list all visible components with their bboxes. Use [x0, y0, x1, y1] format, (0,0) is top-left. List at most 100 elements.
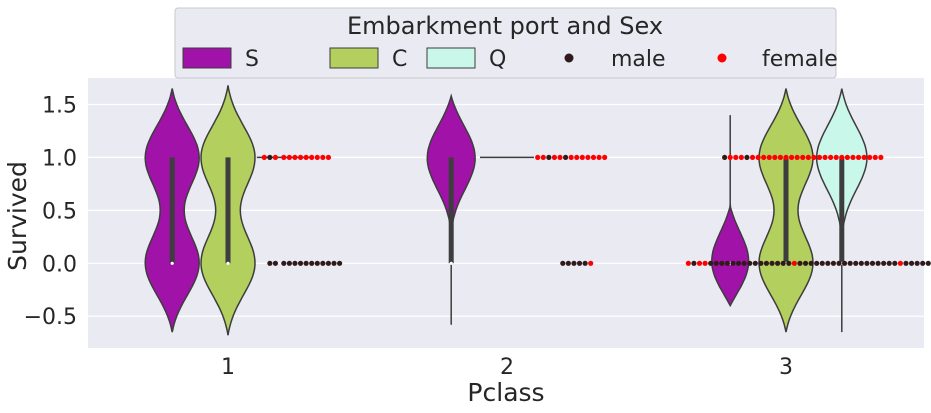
legend-label: female: [762, 47, 838, 72]
swarm-point-female: [897, 260, 903, 266]
violins-layer: [144, 85, 868, 336]
swarm-point-male: [847, 260, 853, 266]
swarm-point-male: [303, 260, 309, 266]
swarm-point-female: [761, 154, 767, 161]
swarm-point-male: [309, 260, 315, 266]
swarm-point-female: [844, 154, 850, 161]
swarm-point-female: [878, 154, 884, 161]
swarm-point-male: [708, 260, 714, 266]
swarm-point-female: [777, 154, 784, 161]
swarm-point-male: [836, 260, 842, 266]
swarm-point-male: [875, 260, 881, 266]
legend-label: C: [392, 47, 407, 72]
swarm-point-female: [585, 154, 591, 161]
swarm-point-male: [267, 260, 273, 266]
swarm-point-male: [864, 260, 870, 266]
swarm-point-female: [828, 154, 834, 161]
swarm-point-male: [858, 260, 864, 266]
swarm-point-male: [722, 154, 728, 161]
swarm-point-female: [872, 154, 878, 161]
swarm-point-male: [281, 260, 287, 266]
swarm-point-female: [800, 154, 806, 161]
swarm-point-female: [309, 154, 315, 161]
swarm-point-female: [766, 154, 772, 161]
swarm-point-female: [596, 154, 602, 161]
swarm-point-male: [744, 154, 750, 161]
swarm-point-female: [816, 154, 823, 161]
swarm-point-male: [775, 260, 781, 266]
swarm-point-male: [925, 260, 931, 266]
swarm-point-male: [331, 260, 337, 266]
swarm-point-male: [841, 260, 848, 266]
violin-pclass3-s: [711, 115, 750, 308]
legend-label: S: [245, 47, 259, 72]
swarm-point-male: [802, 260, 809, 266]
swarm-point-female: [738, 154, 744, 161]
y-tick-label: 1.5: [42, 93, 77, 118]
legend-title: Embarkment port and Sex: [347, 12, 663, 40]
swarm-point-female: [855, 154, 862, 161]
x-tick-label: 2: [500, 355, 514, 380]
swarm-point-female: [590, 154, 597, 161]
swarm-point-female: [320, 154, 326, 161]
swarm-point-female: [702, 260, 708, 266]
legend-label: male: [611, 47, 666, 72]
swarm-point-male: [730, 260, 736, 266]
violin-median: [449, 261, 453, 265]
swarm-point-female: [749, 154, 756, 161]
y-tick-label: 0.0: [42, 252, 77, 277]
swarm-point-male: [267, 154, 273, 161]
swarm-point-female: [867, 154, 873, 161]
swarm-point-female: [839, 154, 845, 161]
swarm-point-female: [696, 260, 703, 266]
swarm-point-male: [272, 260, 279, 266]
swarm-point-male: [914, 260, 920, 266]
swarm-point-male: [830, 260, 837, 266]
swarm-point-female: [588, 260, 594, 266]
y-tick-labels: −0.5 0.0 0.5 1.0 1.5: [24, 93, 77, 330]
violin-median: [170, 261, 174, 265]
swarm-point-male: [292, 260, 298, 266]
swarm-point-male: [881, 260, 887, 266]
x-tick-label: 3: [779, 355, 793, 380]
legend-swatch: [329, 47, 379, 69]
swarm-point-male: [320, 260, 326, 266]
swarm-point-female: [579, 154, 585, 161]
swarm-point-female: [805, 154, 811, 161]
swarm-point-female: [783, 154, 789, 161]
swarm-point-male: [337, 260, 343, 266]
swarm-point-male: [903, 260, 909, 266]
swarm-point-female: [297, 154, 304, 161]
swarm-point-male: [825, 260, 831, 266]
swarm-point-male: [869, 260, 876, 266]
swarm-point-male: [892, 260, 898, 266]
swarm-point-female: [535, 154, 541, 161]
swarm-layer: [261, 154, 931, 266]
swarm-point-male: [582, 260, 588, 266]
swarm-point-male: [786, 260, 792, 266]
y-axis-label: Survived: [3, 161, 32, 271]
swarm-point-male: [560, 260, 566, 266]
swarm-point-female: [568, 154, 574, 161]
swarm-point-male: [286, 260, 292, 266]
y-tick-label: −0.5: [24, 305, 77, 330]
swarm-point-male: [314, 260, 320, 266]
swarm-point-female: [540, 154, 546, 161]
swarm-point-male: [691, 260, 697, 266]
swarm-point-male: [819, 260, 825, 266]
swarm-point-male: [797, 260, 803, 266]
legend-label: Q: [489, 47, 506, 72]
swarm-point-male: [297, 260, 304, 266]
x-axis-label: Pclass: [467, 378, 544, 407]
swarm-point-female: [822, 154, 828, 161]
legend-swatch: [182, 47, 232, 69]
swarm-point-female: [314, 154, 320, 161]
swarm-point-male: [325, 260, 332, 266]
swarm-point-female: [794, 154, 800, 161]
swarm-point-male: [562, 154, 569, 161]
swarm-point-female: [261, 154, 267, 161]
y-tick-label: 1.0: [42, 146, 77, 171]
swarm-point-male: [886, 260, 892, 266]
swarm-point-female: [772, 154, 778, 161]
swarm-point-male: [763, 260, 770, 266]
